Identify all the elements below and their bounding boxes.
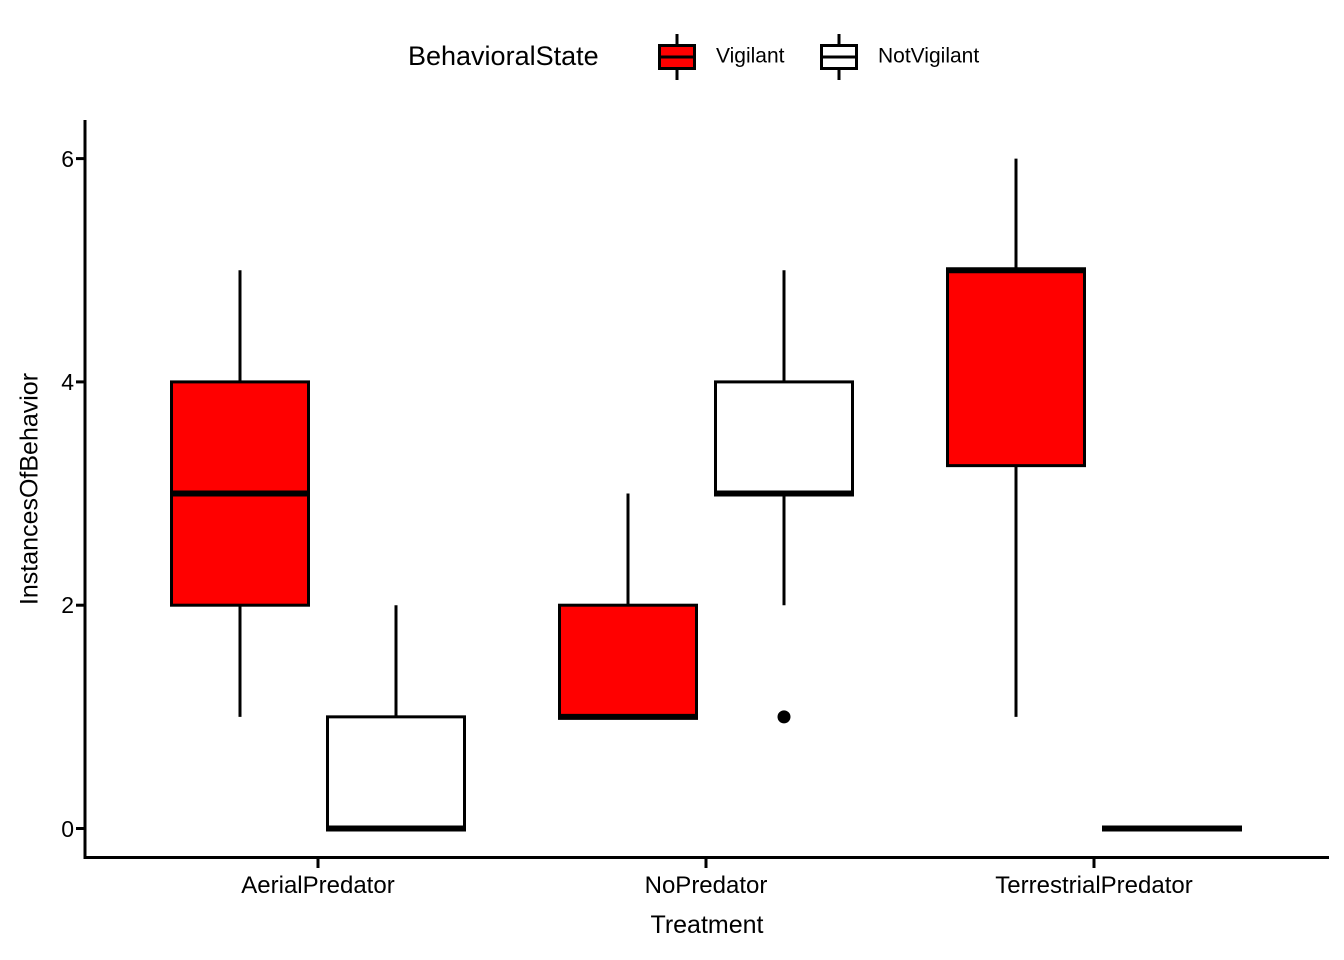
- legend-label-vigilant: Vigilant: [716, 44, 785, 68]
- box-vigilant: [946, 268, 1086, 468]
- legend-key-vigilant-boxplot-icon: [658, 34, 696, 80]
- box-notvigilant: [326, 715, 466, 830]
- x-axis-title: Treatment: [650, 911, 764, 939]
- x-tick-label: AerialPredator: [241, 872, 395, 899]
- legend-key-notvigilant-boxplot-icon: [820, 34, 858, 80]
- y-tick-label: 2: [61, 592, 74, 619]
- box-vigilant: [558, 603, 698, 719]
- legend-label-notvigilant: NotVigilant: [878, 44, 980, 68]
- x-tick-label: TerrestrialPredator: [995, 872, 1193, 899]
- y-axis-title: InstancesOfBehavior: [15, 372, 44, 606]
- legend-title: BehavioralState: [408, 40, 599, 71]
- box-notvigilant: [714, 380, 854, 496]
- y-tick-label: 4: [61, 368, 74, 395]
- outlier-point: [777, 710, 791, 724]
- y-tick-label: 0: [61, 815, 74, 842]
- y-tick-label: 6: [61, 145, 74, 172]
- x-tick-label: NoPredator: [644, 872, 768, 899]
